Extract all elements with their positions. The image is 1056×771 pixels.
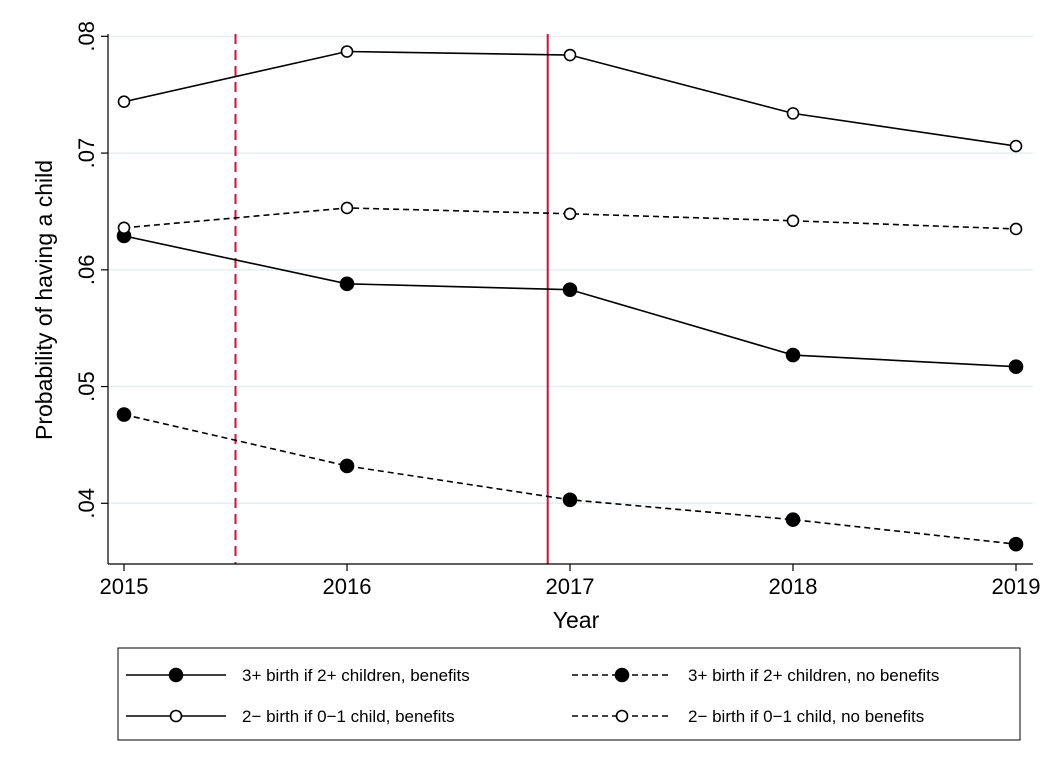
series-line (123, 235, 1017, 368)
legend-label: 3+ birth if 2+ children, benefits (242, 666, 470, 685)
legend-item: 2− birth if 0−1 child, benefits (126, 707, 455, 726)
legend-marker (615, 709, 629, 723)
data-point (785, 512, 801, 527)
series-1 (116, 228, 1024, 375)
data-point (117, 221, 131, 235)
data-point (1009, 139, 1023, 153)
data-point (785, 347, 801, 363)
series-line (123, 50, 1017, 147)
data-point (1009, 222, 1023, 236)
y-axis-ticks: .04 .05 .06 .07 .08 (74, 21, 108, 519)
x-tick-label: 2019 (992, 574, 1041, 599)
data-point (117, 95, 131, 109)
data-point (1008, 359, 1024, 375)
x-tick-label: 2018 (769, 574, 818, 599)
legend-item: 3+ birth if 2+ children, no benefits (572, 666, 939, 685)
data-point (562, 492, 578, 508)
y-tick-label: .05 (74, 371, 99, 402)
x-tick-label: 2016 (323, 574, 372, 599)
reference-lines (234, 34, 549, 564)
data-point (563, 48, 577, 62)
y-tick-label: .07 (74, 138, 99, 169)
series-line (123, 207, 1017, 230)
series-lines (116, 45, 1024, 552)
legend-marker (168, 667, 184, 683)
data-point (339, 458, 355, 474)
data-point (786, 214, 800, 228)
data-point (340, 201, 354, 215)
x-tick-label: 2015 (100, 574, 149, 599)
data-point (340, 45, 354, 58)
series-2 (116, 407, 1024, 552)
legend-box (117, 647, 1021, 741)
x-tick-label: 2017 (546, 574, 595, 599)
legend-marker (614, 667, 630, 683)
series-line (123, 413, 1017, 545)
series-4 (117, 201, 1023, 236)
legend-label: 3+ birth if 2+ children, no benefits (688, 666, 939, 685)
legend-marker (169, 709, 183, 723)
data-point (786, 107, 800, 120)
legend-item: 2− birth if 0−1 child, no benefits (572, 707, 924, 726)
data-point (562, 282, 578, 297)
x-axis-ticks: 2015 2016 2017 2018 2019 (100, 564, 1041, 599)
legend-label: 2− birth if 0−1 child, benefits (242, 707, 455, 726)
y-tick-label: .08 (74, 21, 99, 52)
data-point (1008, 536, 1024, 552)
legend-item: 3+ birth if 2+ children, benefits (126, 666, 470, 685)
legend: 3+ birth if 2+ children, benefits 3+ birt… (126, 666, 939, 726)
data-point (116, 407, 132, 422)
y-axis-title: Probability of having a child (31, 160, 57, 440)
data-point (563, 207, 577, 221)
y-tick-label: .06 (74, 255, 99, 286)
data-point (339, 276, 355, 292)
series-3 (117, 45, 1023, 153)
y-tick-label: .04 (74, 488, 99, 519)
gridlines (108, 35, 1033, 505)
x-axis-title: Year (553, 607, 600, 633)
legend-label: 2− birth if 0−1 child, no benefits (688, 707, 924, 726)
